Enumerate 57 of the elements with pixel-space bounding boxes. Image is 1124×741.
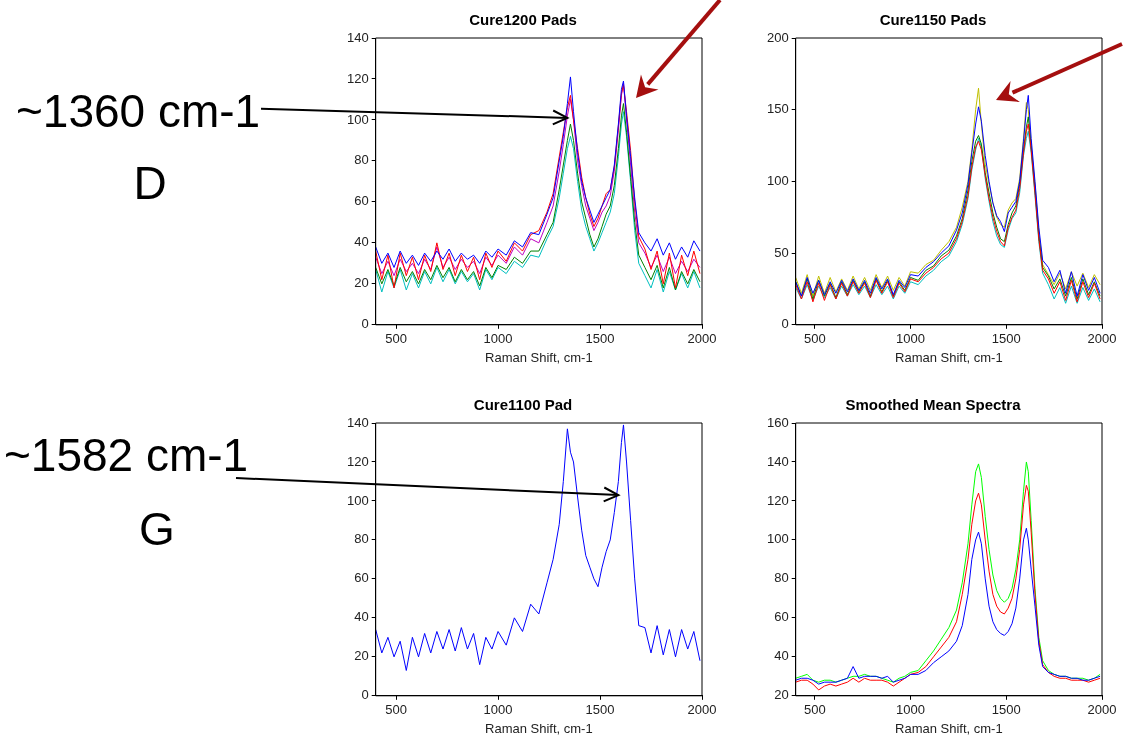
y-tick-label: 20	[354, 275, 369, 291]
x-tick-label: 1500	[991, 331, 1021, 347]
x-tick-label: 500	[385, 331, 407, 347]
y-tick-label: 100	[346, 111, 369, 127]
chart-title: Cure1200 Pads	[469, 11, 577, 29]
y-tick-label: 0	[781, 316, 789, 332]
y-tick-label: 20	[354, 648, 369, 664]
x-axis-title: Raman Shift, cm-1	[895, 720, 1003, 736]
x-tick-label: 1500	[585, 331, 615, 347]
x-tick-label: 1000	[483, 331, 513, 347]
y-tick-label: 0	[361, 687, 369, 703]
y-tick-label: 80	[354, 152, 369, 168]
x-axis-title: Raman Shift, cm-1	[895, 349, 1003, 365]
x-tick-label: 1500	[585, 702, 615, 718]
chart-title: Smoothed Mean Spectra	[845, 396, 1022, 414]
y-tick-label: 50	[774, 244, 789, 260]
x-tick-label: 1000	[896, 331, 926, 347]
y-tick-label: 140	[766, 453, 789, 469]
x-tick-label: 2000	[1087, 702, 1117, 718]
annotation: ~1582 cm-1	[4, 429, 249, 481]
y-tick-label: 150	[766, 101, 789, 117]
y-tick-label: 100	[766, 531, 789, 547]
text: G	[139, 503, 175, 555]
x-tick-label: 1000	[896, 702, 926, 718]
x-tick-label: 500	[385, 702, 407, 718]
y-tick-label: 60	[354, 570, 369, 586]
y-tick-label: 40	[354, 609, 369, 625]
chart-title: Cure1150 Pads	[879, 11, 987, 29]
y-tick-label: 140	[346, 414, 369, 430]
y-tick-label: 100	[346, 492, 369, 508]
y-tick-label: 60	[774, 609, 789, 625]
y-tick-label: 140	[346, 29, 369, 45]
y-tick-label: 80	[774, 570, 789, 586]
y-tick-label: 80	[354, 531, 369, 547]
y-tick-label: 40	[774, 648, 789, 664]
y-tick-label: 120	[766, 492, 789, 508]
x-tick-label: 500	[803, 702, 826, 718]
x-tick-label: 2000	[1087, 331, 1117, 347]
y-tick-label: 120	[346, 70, 369, 86]
y-tick-label: 40	[354, 234, 369, 250]
y-tick-label: 100	[766, 172, 789, 188]
text: D	[133, 157, 167, 209]
annotation: ~1360 cm-1	[16, 85, 261, 137]
x-tick-label: 500	[803, 331, 826, 347]
y-tick-label: 120	[346, 453, 369, 469]
y-tick-label: 160	[766, 414, 789, 430]
y-tick-label: 200	[766, 29, 789, 45]
y-tick-label: 0	[361, 316, 369, 332]
x-tick-label: 2000	[687, 331, 717, 347]
x-tick-label: 2000	[687, 702, 717, 718]
x-axis-title: Raman Shift, cm-1	[485, 720, 593, 736]
chart-title: Cure1100 Pad	[473, 396, 573, 414]
x-tick-label: 1500	[991, 702, 1021, 718]
x-axis-title: Raman Shift, cm-1	[485, 349, 593, 365]
y-tick-label: 20	[774, 687, 789, 703]
y-tick-label: 60	[354, 193, 369, 209]
x-tick-label: 1000	[483, 702, 513, 718]
